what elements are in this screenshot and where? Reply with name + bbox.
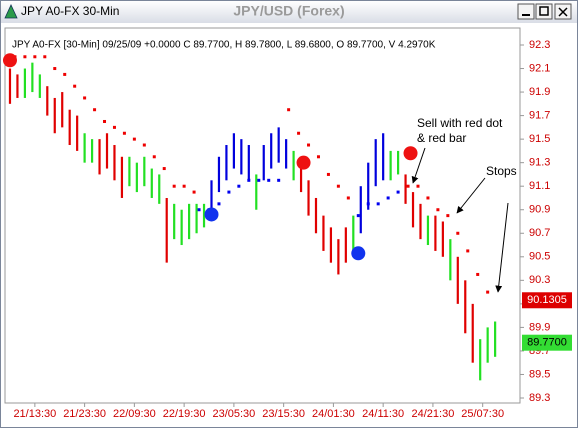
stop-dot [356,214,360,218]
stop-dot [112,125,116,129]
x-tick-label: 21/23:30 [63,408,106,420]
y-tick-label: 90.7 [529,227,550,239]
stop-dot [257,178,261,182]
stop-dot [152,155,156,159]
y-tick-label: 89.5 [529,368,550,380]
y-tick-label: 92.3 [529,39,550,51]
stop-dot [23,55,27,59]
stop-dot [456,231,460,235]
x-tick-label: 24/21:30 [412,408,455,420]
stop-dot [162,167,166,171]
stop-dot [142,143,146,147]
y-tick-label: 89.3 [529,392,550,404]
price-label: 89.7700 [527,337,567,349]
stop-dot [297,131,301,135]
price-label: 90.1305 [527,294,567,306]
stop-dot [237,184,241,188]
window-title: JPY A0-FX 30-Min [21,4,119,18]
x-tick-label: 23/15:30 [262,408,305,420]
stop-dot [93,108,97,112]
app-icon [4,4,18,19]
stop-dot [396,190,400,194]
stop-dot [376,202,380,206]
stop-dot [197,208,201,212]
signal-dot [204,207,219,222]
stop-dot [217,202,221,206]
stop-dot [307,143,311,147]
annotation: Stops [486,164,517,178]
x-tick-label: 21/13:30 [13,408,56,420]
stop-dot [277,178,281,182]
annotation-arrow [495,202,509,293]
signal-dot [296,155,311,170]
stop-dot [346,196,350,200]
stop-dot [172,184,176,188]
minimize-button[interactable] [517,3,535,20]
y-tick-label: 90.3 [529,274,550,286]
stop-dot [366,202,370,206]
y-tick-label: 92.1 [529,62,550,74]
stop-dot [436,208,440,212]
y-tick-label: 90.9 [529,204,550,216]
stop-dot [267,178,271,182]
stop-dot [43,55,47,59]
y-tick-label: 91.5 [529,133,550,145]
y-tick-label: 89.9 [529,321,550,333]
y-tick-label: 91.3 [529,157,550,169]
stop-dot [486,290,490,294]
signal-dot [403,146,418,161]
stop-dot [386,196,390,200]
y-tick-label: 91.7 [529,110,550,122]
plot-area [4,27,521,404]
annotation: Sell with red dot [417,116,503,130]
stop-dot [63,72,67,76]
signal-dot [2,53,17,68]
stop-dot [53,67,57,71]
stop-dot [336,184,340,188]
x-tick-label: 22/19:30 [163,408,206,420]
stop-dot [192,190,196,194]
stop-dot [326,172,330,176]
stop-dot [122,131,126,135]
x-tick-label: 24/01:30 [312,408,355,420]
stop-dot [426,196,430,200]
annotation: & red bar [417,131,466,145]
chart-title: JPY/USD (Forex) [233,3,344,19]
annotation-arrow [411,147,426,184]
stop-dot [316,155,320,159]
y-tick-label: 91.9 [529,86,550,98]
maximize-icon [539,6,549,16]
x-tick-label: 22/09:30 [113,408,156,420]
stop-dot [476,272,480,276]
stop-dot [103,119,107,123]
stop-dot [287,108,291,112]
stop-dot [247,178,251,182]
title-bar [1,1,577,23]
info-line: JPY A0-FX [30-Min] 09/25/09 +0.0000 C 89… [12,40,436,51]
stop-dot [132,137,136,141]
x-tick-label: 23/05:30 [212,408,255,420]
x-tick-label: 24/11:30 [362,408,404,420]
stop-dot [83,96,87,100]
stop-dot [73,84,77,88]
annotation-arrow [456,177,486,214]
x-tick-label: 25/07:30 [461,408,504,420]
stop-dot [416,184,420,188]
stop-dot [406,184,410,188]
close-icon [558,7,568,17]
stop-dot [446,214,450,218]
window-buttons [517,3,572,20]
stop-dot [182,184,186,188]
stop-dot [466,249,470,253]
signal-dot [351,246,366,261]
price-label-box [522,292,572,309]
stop-dot [33,55,37,59]
stop-dot [227,190,231,194]
y-tick-label: 91.1 [529,180,550,192]
y-tick-label: 90.5 [529,251,550,263]
price-label-box [522,334,572,351]
